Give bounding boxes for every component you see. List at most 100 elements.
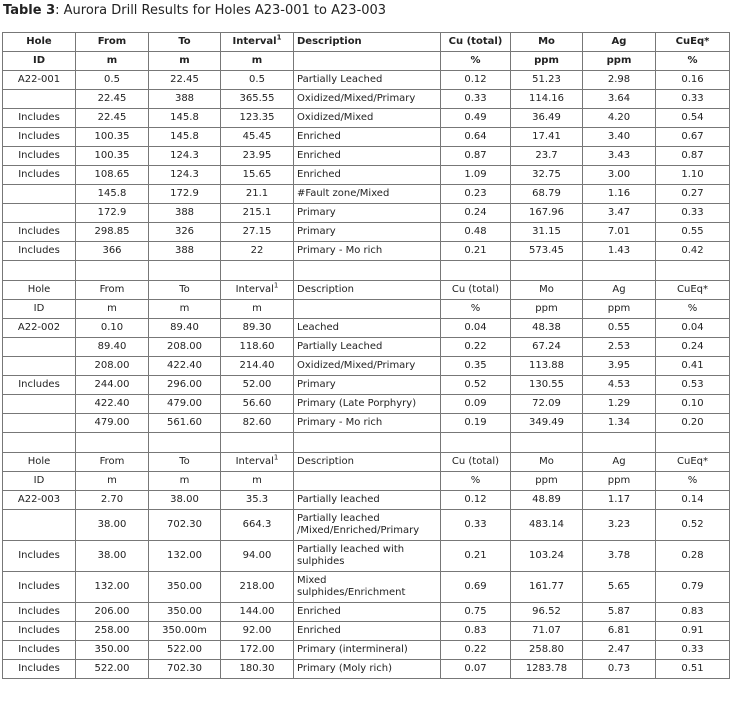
results-table: Hole From To Interval1 Description Cu (total)… [2,32,730,679]
table-cell: Includes [2,146,76,166]
table-cell: 113.88 [510,356,583,376]
table-row: Includes 22.45 145.8 123.35 Oxidized/Mixed 0.… [2,108,730,128]
table-cell: 161.77 [510,571,583,603]
cell-text: Interval [235,284,274,295]
table-cell: Includes [2,375,76,395]
table-row: 145.8 172.9 21.1 #Fault zone/Mixed 0.23 68.79… [2,184,730,204]
table-cell: Primary [293,222,441,242]
table-cell: 0.87 [655,146,730,166]
table-cell: Enriched [293,146,441,166]
table-cell: 1283.78 [510,659,583,679]
table-cell: 0.24 [655,337,730,357]
table-cell: Partially leached with sulphides [293,540,441,572]
table-cell: 1.09 [440,165,511,185]
table-cell: 3.00 [582,165,656,185]
table-cell: 0.07 [440,659,511,679]
table-cell: 92.00 [220,621,294,641]
table-cell: 0.55 [655,222,730,242]
table-cell: 89.30 [220,318,294,338]
table-cell: Oxidized/Mixed/Primary [293,89,441,109]
table-cell: 0.52 [440,375,511,395]
table-cell: 702.30 [148,659,221,679]
table-cell: 103.24 [510,540,583,572]
table-cell: 145.8 [148,108,221,128]
table-cell: 2.70 [75,490,149,510]
table-cell: From [75,452,149,472]
table-cell: % [655,471,730,491]
table-cell: 32.75 [510,165,583,185]
table-cell: 132.00 [148,540,221,572]
table-cell: 96.52 [510,602,583,622]
table-cell: Hole [2,32,76,52]
table-cell: 0.10 [75,318,149,338]
table-cell: 1.17 [582,490,656,510]
table-cell: 365.55 [220,89,294,109]
table-cell: ppm [510,471,583,491]
table-cell: Cu (total) [440,452,511,472]
table-cell: 172.9 [148,184,221,204]
table-cell: 0.23 [440,184,511,204]
cell-text: Interval [232,36,277,47]
table-cell: 100.35 [75,127,149,147]
table-cell: 0.52 [655,509,730,541]
table-cell: 0.24 [440,203,511,223]
spacer-cell [510,432,583,453]
table-cell: Enriched [293,621,441,641]
table-cell: Cu (total) [440,32,511,52]
table-cell: Hole [2,452,76,472]
table-cell: Primary [293,375,441,395]
table-cell: 0.28 [655,540,730,572]
table-cell: Includes [2,659,76,679]
table-cell: Partially Leached [293,70,441,90]
table-cell: 0.73 [582,659,656,679]
table-cell: 0.91 [655,621,730,641]
table-cell: 45.45 [220,127,294,147]
table-cell [2,394,76,414]
table-cell: 0.79 [655,571,730,603]
table-cell: 0.04 [440,318,511,338]
footnote-mark: 1 [273,453,279,462]
table-cell: 1.10 [655,165,730,185]
table-cell: 2.53 [582,337,656,357]
table-cell: 0.5 [75,70,149,90]
table-row: 22.45 388 365.55 Oxidized/Mixed/Primary 0.33… [2,89,730,109]
table-cell: 1.16 [582,184,656,204]
table-cell: 118.60 [220,337,294,357]
table-cell: 172.9 [75,203,149,223]
table-cell: % [440,471,511,491]
table-cell: 0.09 [440,394,511,414]
table-cell: 350.00 [148,571,221,603]
table-cell: Enriched [293,602,441,622]
table-cell: 0.33 [655,89,730,109]
table-cell: Includes [2,108,76,128]
table-cell: 3.40 [582,127,656,147]
table-cell: ppm [510,299,583,319]
table-cell: 22.45 [75,89,149,109]
table-cell: 483.14 [510,509,583,541]
table-cell: Hole [2,280,76,300]
spacer-cell [2,432,76,453]
table-cell: 0.12 [440,490,511,510]
table-cell: Enriched [293,127,441,147]
table-cell: 35.3 [220,490,294,510]
table-cell: 0.51 [655,659,730,679]
table-cell: 0.20 [655,413,730,433]
table-cell: 0.33 [655,203,730,223]
table-cell: 2.47 [582,640,656,660]
table-row: Includes 298.85 326 27.15 Primary 0.48 31.15 7.… [2,222,730,242]
table-cell: 0.67 [655,127,730,147]
table-cell: 124.3 [148,165,221,185]
table-cell: Description [293,452,441,472]
table-cell: 214.40 [220,356,294,376]
table-cell [293,299,441,319]
table-cell: To [148,452,221,472]
spacer-cell [293,260,441,281]
table-cell: Interval1 [220,32,294,52]
table-cell: 0.69 [440,571,511,603]
table-cell [2,184,76,204]
table-cell: To [148,280,221,300]
table-cell: To [148,32,221,52]
table-cell: Oxidized/Mixed/Primary [293,356,441,376]
table-cell: Partially leached [293,490,441,510]
table-cell: 36.49 [510,108,583,128]
